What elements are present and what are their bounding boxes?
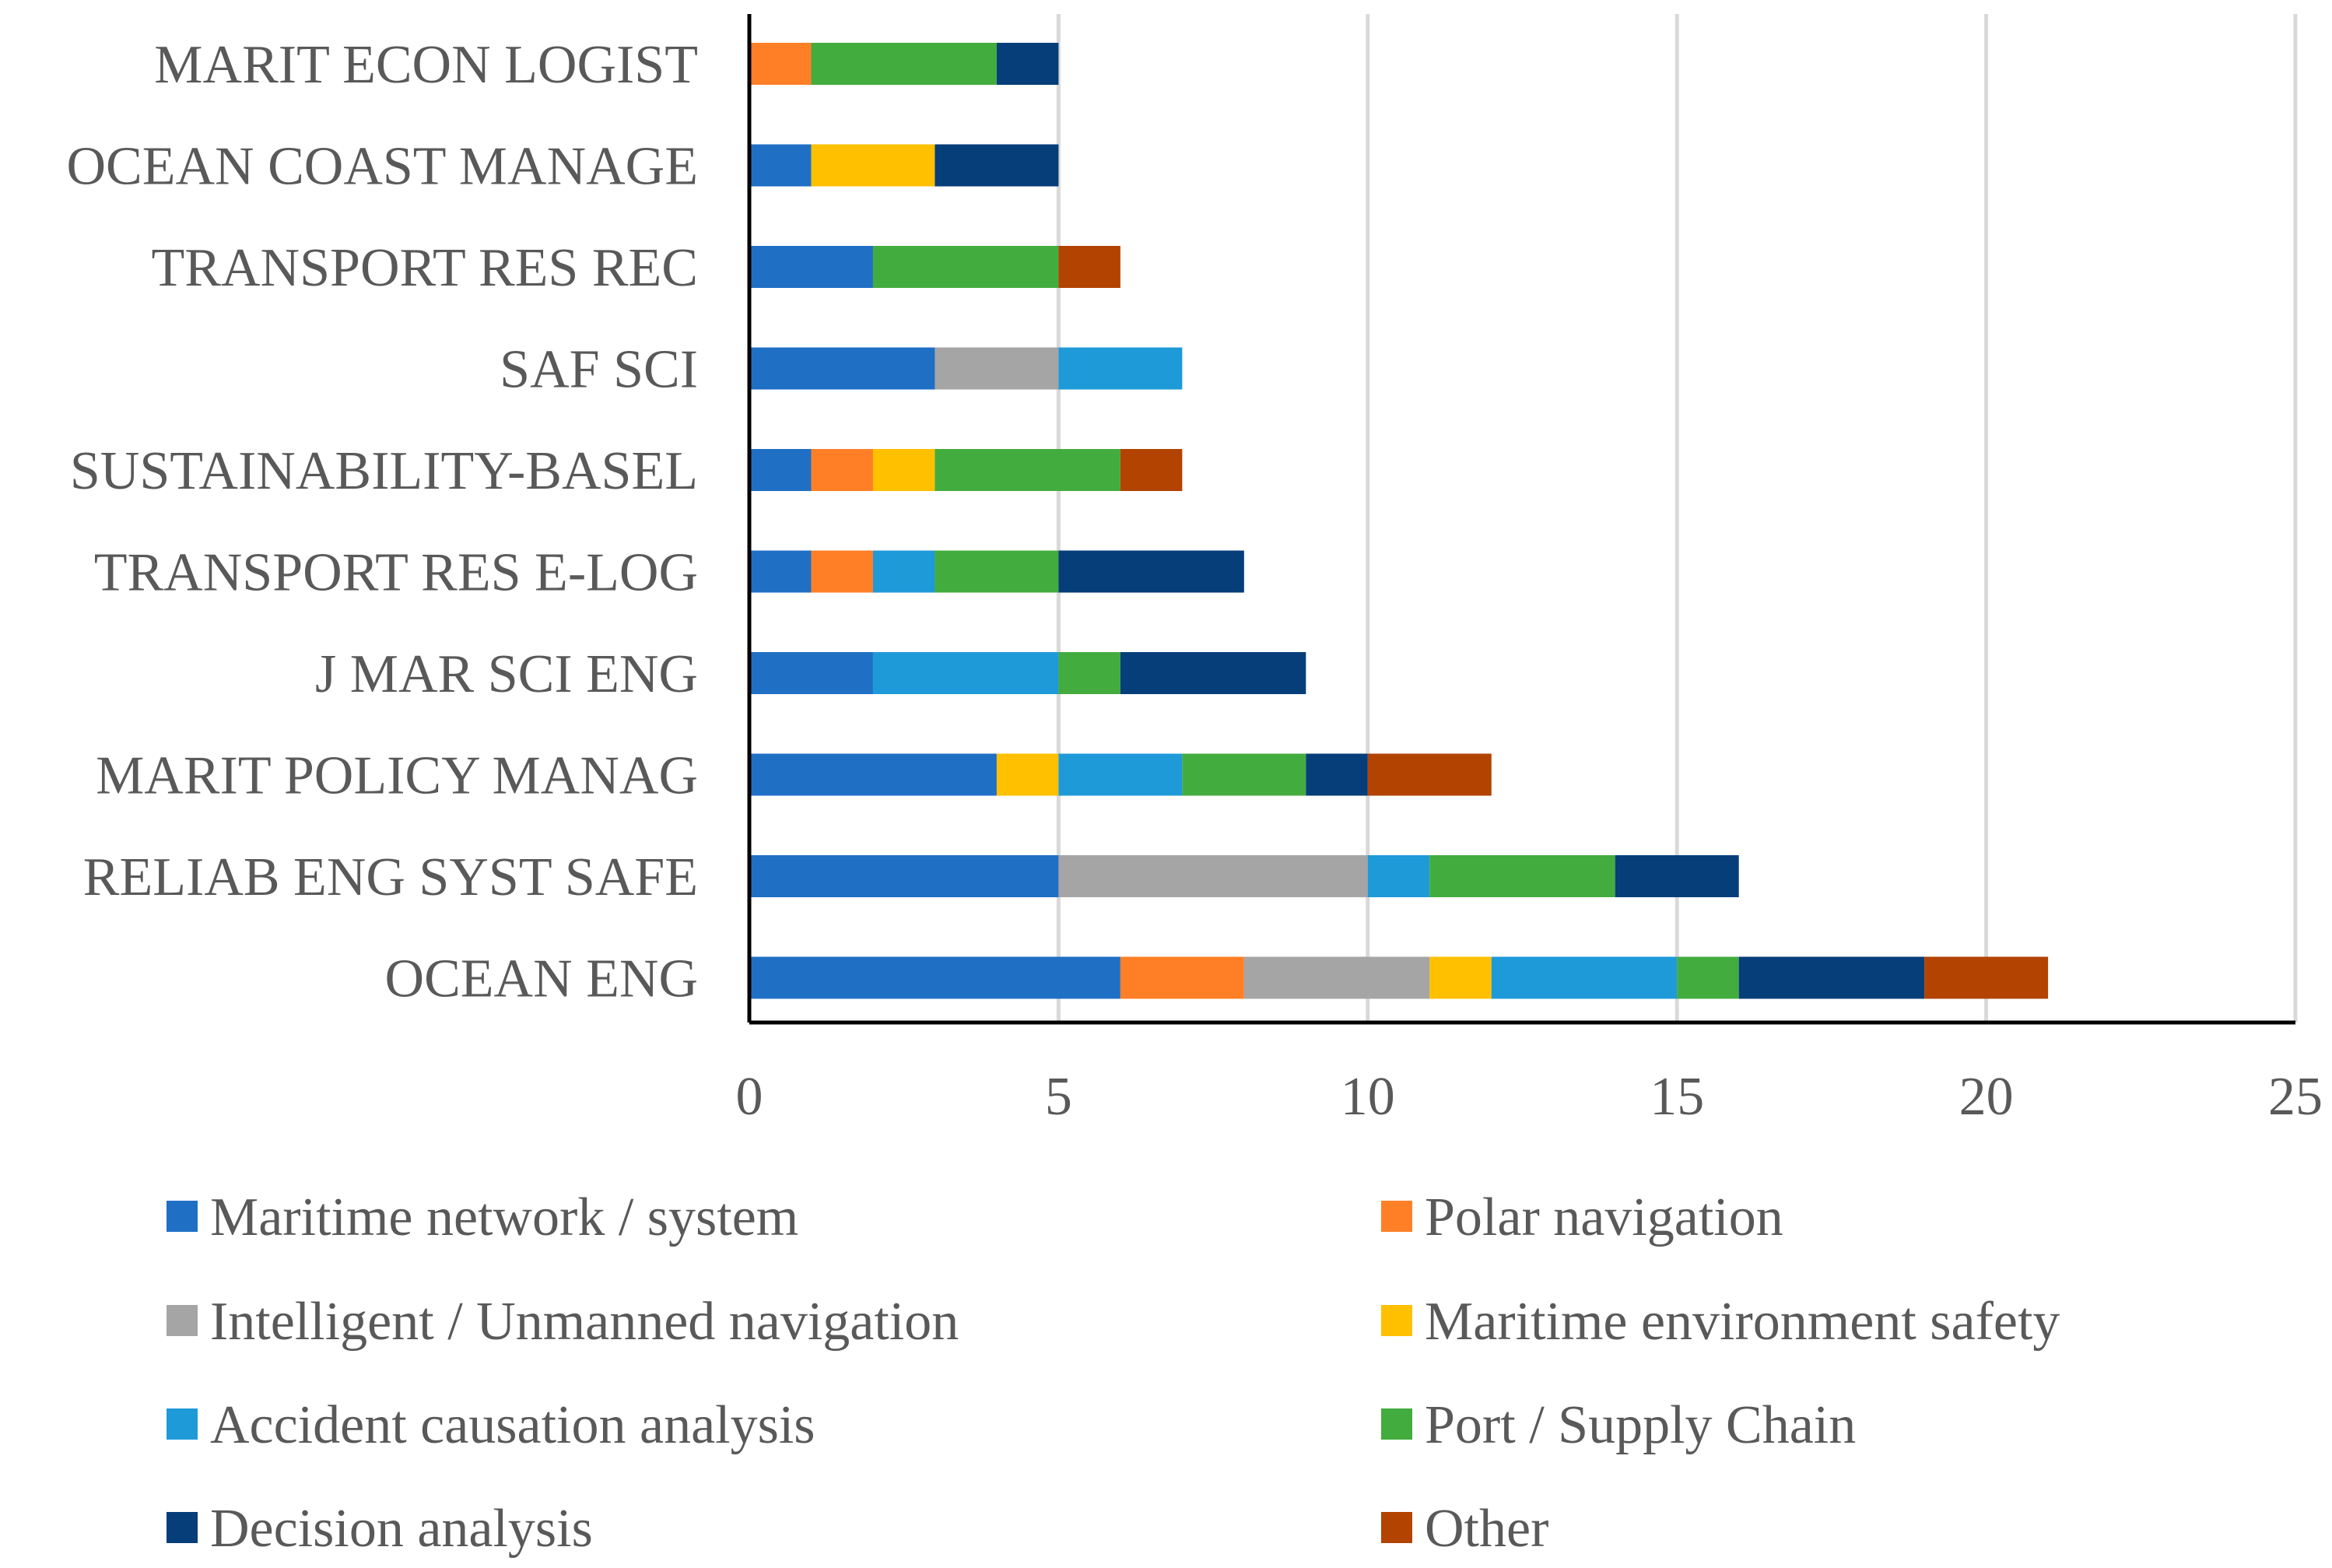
legend-label: Port / Supply Chain [1425, 1395, 1856, 1455]
x-tick-label: 0 [736, 1067, 763, 1127]
bar-segment [935, 550, 1059, 593]
category-label: SUSTAINABILITY-BASEL [70, 441, 698, 501]
category-label: OCEAN COAST MANAGE [66, 137, 698, 197]
legend-swatch [1381, 1201, 1412, 1232]
legend-label: Decision analysis [210, 1499, 593, 1559]
bar-segment [1429, 855, 1615, 897]
legend-label: Other [1425, 1499, 1548, 1559]
category-label: TRANSPORT RES REC [152, 238, 698, 298]
bar-segment [1306, 753, 1368, 796]
x-tick-label: 5 [1045, 1067, 1072, 1127]
x-tick-label: 15 [1650, 1067, 1704, 1127]
category-label: MARIT POLICY MANAG [96, 746, 698, 806]
legend-item: Decision analysis [167, 1499, 593, 1559]
bar-segment [996, 753, 1059, 796]
bar-segment [749, 652, 873, 694]
bar-segment [749, 144, 812, 187]
legend-swatch [167, 1408, 198, 1440]
legend-label: Accident causation analysis [210, 1395, 815, 1455]
legend-swatch [1381, 1305, 1412, 1336]
bar-segment [1924, 956, 2049, 999]
legend-swatch [167, 1201, 198, 1232]
bar-segment [749, 449, 812, 491]
legend-label: Maritime network / system [210, 1187, 798, 1247]
bar-segment [749, 956, 1120, 999]
x-tick-label: 25 [2268, 1067, 2323, 1127]
category-label: SAF SCI [500, 340, 698, 400]
bar-segment [1367, 855, 1430, 897]
legend-item: Port / Supply Chain [1381, 1395, 1856, 1455]
axes [747, 14, 2295, 1025]
bar-segment [1058, 246, 1120, 288]
bar-segment [1058, 347, 1183, 390]
bar-segment [935, 347, 1059, 390]
x-tick-label: 10 [1341, 1067, 1395, 1127]
bar-segment [749, 855, 1059, 897]
bar-segment [872, 550, 935, 593]
category-label: J MAR SCI ENG [315, 644, 698, 704]
bar-segment [1120, 652, 1306, 694]
bars [749, 43, 2049, 999]
x-tick-label: 20 [1959, 1067, 2014, 1127]
bar-segment [1677, 956, 1739, 999]
legend-item: Intelligent / Unmanned navigation [167, 1292, 959, 1352]
bar-segment [749, 43, 812, 85]
legend-item: Maritime network / system [167, 1187, 798, 1247]
bar-segment [811, 449, 873, 491]
legend-item: Accident causation analysis [167, 1395, 815, 1455]
bar-segment [1615, 855, 1739, 897]
bar-segment [749, 246, 873, 288]
category-label: MARIT ECON LOGIST [154, 35, 698, 95]
bar-segment [749, 753, 997, 796]
bar-segment [1058, 753, 1183, 796]
legend-label: Maritime environment safety [1425, 1292, 2060, 1352]
bar-segment [935, 144, 1059, 187]
legend-label: Intelligent / Unmanned navigation [210, 1292, 959, 1352]
bar-segment [872, 449, 935, 491]
legend-swatch [167, 1305, 198, 1336]
bar-segment [1429, 956, 1492, 999]
tick-labels: 0 5 10 15 20 25 [736, 1067, 2323, 1127]
category-label: OCEAN ENG [385, 949, 698, 1009]
bar-segment [749, 347, 935, 390]
bar-segment [1058, 652, 1120, 694]
legend-swatch [1381, 1408, 1412, 1440]
category-label: RELIAB ENG SYST SAFE [83, 847, 698, 907]
bar-segment [1243, 956, 1430, 999]
bar-segment [1367, 753, 1492, 796]
bar-segment [1120, 956, 1244, 999]
bar-segment [1058, 550, 1244, 593]
bar-segment [935, 449, 1120, 491]
bar-segment [1738, 956, 1925, 999]
legend-label: Polar navigation [1425, 1187, 1783, 1247]
category-labels: MARIT ECON LOGIST OCEAN COAST MANAGE TRANS… [66, 35, 698, 1009]
legend-item: Polar navigation [1381, 1187, 1783, 1247]
category-label: TRANSPORT RES E-LOG [94, 543, 698, 603]
bar-segment [811, 550, 873, 593]
legend-item: Maritime environment safety [1381, 1292, 2060, 1352]
bar-segment [996, 43, 1059, 85]
bar-segment [749, 550, 812, 593]
bar-segment [1491, 956, 1678, 999]
legend-swatch [1381, 1512, 1412, 1543]
bar-segment [1058, 855, 1368, 897]
legend-item: Other [1381, 1499, 1548, 1559]
bar-segment [1120, 449, 1183, 491]
legend-swatch [167, 1512, 198, 1543]
bar-segment [872, 652, 1059, 694]
bar-segment [1182, 753, 1306, 796]
legend: Maritime network / system Polar navigatio… [167, 1187, 2060, 1559]
bar-segment [811, 144, 935, 187]
bar-segment [872, 246, 1059, 288]
gridlines [1056, 14, 2298, 1023]
bar-segment [811, 43, 997, 85]
